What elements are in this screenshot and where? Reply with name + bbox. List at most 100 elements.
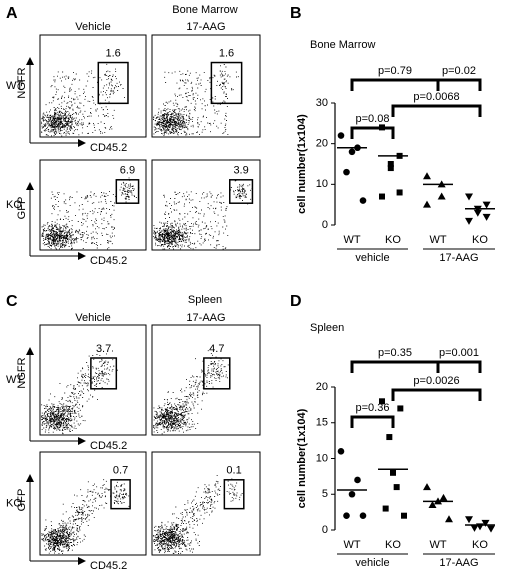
- data-point: [343, 512, 350, 519]
- x-tick-label: KO: [385, 539, 401, 551]
- data-point: [379, 193, 385, 200]
- x-tick-label: WT: [343, 234, 360, 246]
- significance-bracket: [350, 78, 440, 91]
- y-axis-label: NGFR: [16, 67, 28, 98]
- panel-letter: A: [6, 5, 18, 22]
- significance-bracket: [350, 126, 395, 139]
- x-tick-label: WT: [429, 539, 446, 551]
- arrow-head: [26, 57, 34, 65]
- data-point: [428, 500, 437, 508]
- gate-percentage: 3.9: [233, 165, 248, 177]
- p-value: p=0.79: [378, 65, 412, 77]
- row-label: KO: [6, 199, 22, 211]
- column-label: Vehicle: [75, 312, 110, 324]
- p-value: p=0.08: [356, 113, 390, 125]
- x-tick-label: WT: [343, 539, 360, 551]
- plot-frame: [151, 451, 261, 556]
- plot-frame: [39, 159, 147, 251]
- event-dots: [41, 63, 125, 137]
- data-point: [393, 484, 400, 491]
- data-point: [343, 168, 350, 176]
- y-tick-label: 0: [322, 524, 328, 536]
- significance-bracket: [436, 78, 482, 91]
- data-point: [359, 512, 367, 519]
- p-value: p=0.35: [378, 347, 412, 359]
- data-point: [348, 148, 356, 156]
- arrow-head: [26, 182, 34, 190]
- x-axis-label: CD45.2: [90, 560, 127, 572]
- plot-frame: [39, 451, 147, 556]
- data-point: [396, 189, 403, 196]
- arrow-head: [78, 252, 86, 260]
- group-label: vehicle: [355, 252, 389, 264]
- y-tick-label: 5: [322, 488, 328, 500]
- significance-bracket: [350, 360, 440, 373]
- x-tick-label: KO: [472, 539, 488, 551]
- data-point: [482, 213, 491, 221]
- data-point: [386, 434, 393, 441]
- panel-title: Bone Marrow: [172, 4, 237, 16]
- event-dots: [153, 64, 239, 137]
- gate-percentage: 0.1: [226, 465, 241, 477]
- data-point: [482, 201, 491, 209]
- data-point: [465, 516, 473, 524]
- data-point: [423, 172, 431, 180]
- y-axis-label: GFP: [16, 489, 28, 512]
- arrow-head: [78, 139, 86, 147]
- data-point: [390, 469, 396, 476]
- significance-bracket: [391, 104, 482, 117]
- data-point: [379, 398, 385, 405]
- gate-percentage: 1.6: [105, 47, 120, 59]
- data-point: [382, 505, 389, 512]
- p-value: p=0.001: [439, 347, 479, 359]
- gate-percentage: 3.7: [96, 343, 111, 355]
- data-point: [423, 483, 431, 491]
- gate-percentage: 0.7: [113, 465, 128, 477]
- x-axis-label: CD45.2: [90, 440, 127, 452]
- gate: [97, 61, 129, 105]
- arrow-head: [26, 474, 34, 482]
- x-tick-label: WT: [429, 234, 446, 246]
- x-tick-label: KO: [472, 234, 488, 246]
- data-point: [473, 209, 482, 217]
- plot-frame: [39, 34, 147, 138]
- column-label: Vehicle: [75, 21, 110, 33]
- plot-frame: [151, 159, 261, 251]
- y-axis-label: cell number(1x104): [296, 408, 308, 508]
- event-dots: [153, 475, 243, 555]
- gate: [115, 179, 140, 204]
- data-point: [470, 524, 479, 532]
- group-label: 17-AAG: [439, 252, 478, 264]
- plot-frame: [151, 324, 261, 436]
- y-tick-label: 15: [316, 417, 328, 429]
- x-axis-label: CD45.2: [90, 255, 127, 267]
- gate-percentage: 4.7: [209, 343, 224, 355]
- data-point: [465, 193, 473, 201]
- panel-letter: B: [290, 5, 302, 22]
- row-label: KO: [6, 497, 22, 509]
- data-point: [445, 515, 453, 523]
- gate: [210, 61, 243, 105]
- y-axis-label: NGFR: [16, 357, 28, 388]
- data-point: [354, 476, 361, 484]
- data-point: [439, 493, 448, 501]
- x-axis-label: CD45.2: [90, 142, 127, 154]
- data-point: [423, 200, 431, 208]
- y-axis-label: GFP: [16, 197, 28, 220]
- data-point: [487, 525, 495, 533]
- row-label: WT: [6, 80, 23, 92]
- chart-title: Bone Marrow: [310, 39, 375, 51]
- significance-bracket: [350, 415, 395, 428]
- data-point: [387, 165, 394, 172]
- data-point: [401, 512, 407, 519]
- panel-letter: D: [290, 293, 302, 310]
- data-point: [337, 132, 345, 139]
- group-label: vehicle: [355, 557, 389, 569]
- event-dots: [153, 180, 253, 250]
- chart-title: Spleen: [310, 322, 344, 334]
- gate-percentage: 6.9: [120, 165, 135, 177]
- data-point: [481, 519, 490, 527]
- gate: [223, 479, 245, 510]
- y-tick-label: 20: [316, 138, 328, 150]
